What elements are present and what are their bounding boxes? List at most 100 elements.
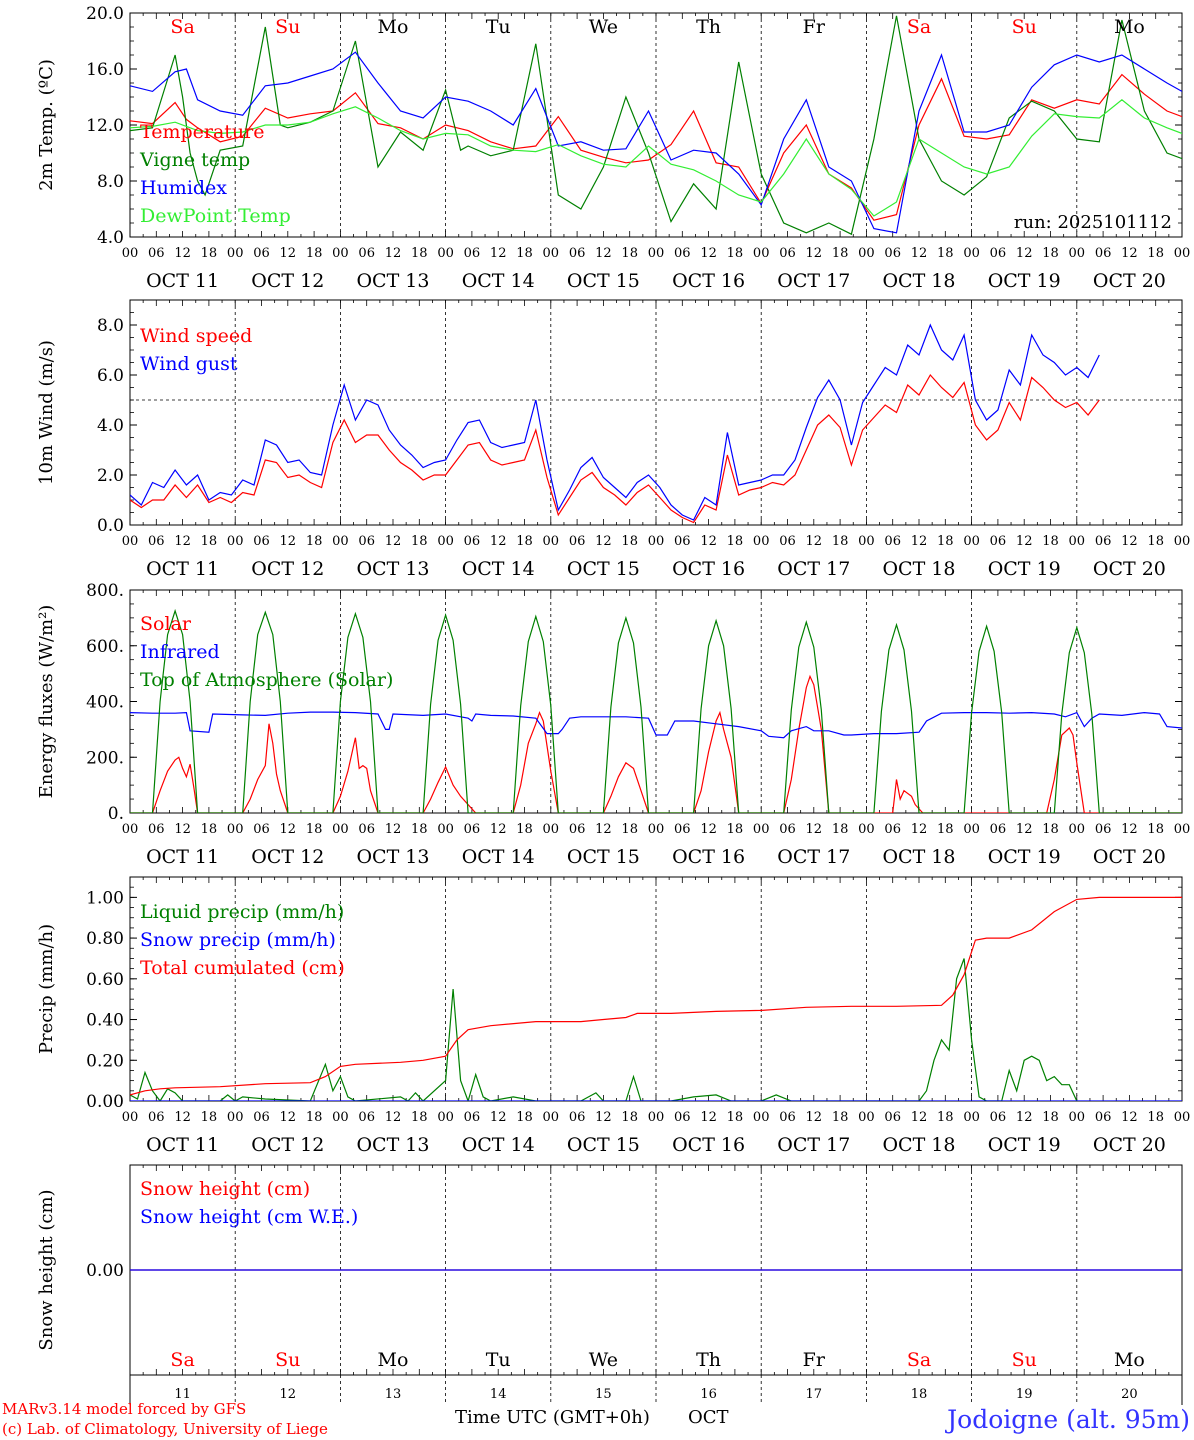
month-label: OCT [688,1407,729,1428]
hour-tick-label: 12 [490,1110,507,1125]
date-label: OCT 14 [462,558,535,580]
hour-tick-label: 12 [700,534,717,549]
hour-tick-label: 00 [122,1110,139,1125]
hour-tick-label: 18 [306,246,323,261]
hour-tick-label: 06 [358,1110,375,1125]
y-tick-label: 0.20 [86,1051,124,1071]
hour-tick-label: 00 [963,534,980,549]
hour-tick-label: 06 [674,246,691,261]
hour-tick-label: 18 [201,1110,218,1125]
y-tick-label: 6.0 [97,366,124,386]
y-tick-label: 0.00 [86,1261,124,1281]
day-name-top: Sa [907,16,931,38]
hour-tick-label: 12 [595,534,612,549]
hour-tick-label: 00 [332,1110,349,1125]
panel-temperature: 4.0 8.0 12.0 16.0 20.0 2m Temp. (ºC) Temperatu… [36,4,1190,292]
credit-line-1: MARv3.14 model forced by GFS [2,1400,246,1418]
hour-tick-label: 12 [595,1110,612,1125]
hour-tick-label: 06 [884,534,901,549]
series-line-vigne-temp [130,15,1182,236]
hour-tick-label: 18 [306,822,323,837]
y-tick-label: 2.0 [97,466,124,486]
y-tick-label: 800. [86,581,124,601]
hour-tick-label: 06 [253,534,270,549]
run-annotation: run: 2025101112 [1014,212,1172,233]
hour-tick-label: 00 [858,246,875,261]
y-tick-label: 0.80 [86,929,124,949]
day-number: 14 [490,1387,507,1402]
date-label: OCT 11 [146,1134,219,1156]
y-tick-label: 8.0 [97,316,124,336]
hour-tick-label: 00 [1174,1110,1191,1125]
plot-frame [129,589,1183,814]
hour-tick-label: 06 [990,822,1007,837]
hour-tick-label: 06 [148,534,165,549]
hour-tick-label: 18 [832,246,849,261]
hour-tick-label: 18 [411,534,428,549]
hour-tick-label: 18 [201,534,218,549]
hour-tick-label: 06 [253,1110,270,1125]
hour-tick-label: 12 [1016,246,1033,261]
hour-tick-label: 00 [648,246,665,261]
day-name-bottom: Mo [1114,1349,1145,1371]
hour-tick-label: 18 [1147,534,1164,549]
panel-precip: 0.00 0.20 0.40 0.60 0.80 1.00 Precip (mm/h) Liq… [36,876,1191,1156]
hour-tick-label: 12 [1016,822,1033,837]
hour-tick-label: 06 [358,822,375,837]
hour-tick-label: 00 [1174,822,1191,837]
date-label: OCT 12 [251,1134,324,1156]
hour-tick-label: 12 [700,246,717,261]
series-line-temperature [130,73,1182,221]
hour-tick-label: 12 [385,1110,402,1125]
date-label: OCT 12 [251,558,324,580]
hour-tick-label: 06 [990,1110,1007,1125]
legend-snow-precip-mm-h: Snow precip (mm/h) [140,929,336,951]
legend-liquid-precip-mm-h: Liquid precip (mm/h) [140,901,344,923]
date-label: OCT 20 [1093,846,1166,868]
date-label: OCT 13 [356,270,429,292]
date-label: OCT 11 [146,558,219,580]
hour-tick-label: 06 [148,1110,165,1125]
date-label: OCT 18 [882,558,955,580]
legend-wind-gust: Wind gust [140,353,238,375]
hour-tick-label: 00 [227,822,244,837]
hour-tick-label: 18 [306,534,323,549]
day-number: 13 [385,1387,402,1402]
hour-tick-label: 18 [832,1110,849,1125]
y-tick-label: 20.0 [86,4,124,24]
date-label: OCT 16 [672,846,745,868]
hour-tick-label: 00 [963,246,980,261]
hour-tick-label: 18 [937,246,954,261]
date-label: OCT 17 [777,846,850,868]
day-number: 11 [174,1387,191,1402]
hour-tick-label: 00 [1069,534,1086,549]
y-tick-label: 0.0 [97,516,124,536]
hour-tick-label: 18 [516,1110,533,1125]
hour-tick-label: 18 [937,534,954,549]
hour-tick-label: 18 [411,822,428,837]
hour-tick-label: 12 [280,1110,297,1125]
y-tick-label: 0.60 [86,970,124,990]
hour-tick-label: 12 [911,534,928,549]
date-label: OCT 16 [672,270,745,292]
y-axis-label: 2m Temp. (ºC) [36,59,57,191]
y-axis-label: Snow height (cm) [36,1189,57,1350]
date-label: OCT 14 [462,270,535,292]
date-label: OCT 19 [988,846,1061,868]
y-axis-label: Precip (mm/h) [36,924,57,1054]
panel-energy: 0. 200. 400. 600. 800. Energy fluxes (W/m²) So… [36,581,1190,868]
hour-tick-label: 18 [621,246,638,261]
hour-tick-label: 18 [516,246,533,261]
series-line-wind-gust [130,323,1100,521]
hour-tick-label: 18 [727,822,744,837]
hour-tick-label: 06 [1095,1110,1112,1125]
hour-tick-label: 12 [174,1110,191,1125]
hour-tick-label: 00 [648,822,665,837]
hour-tick-label: 18 [1042,534,1059,549]
hour-tick-label: 00 [543,822,560,837]
day-name-bottom: We [589,1349,618,1371]
hour-tick-label: 00 [753,246,770,261]
hour-tick-label: 18 [516,822,533,837]
hour-tick-label: 00 [122,822,139,837]
day-name-top: Tu [486,16,511,38]
